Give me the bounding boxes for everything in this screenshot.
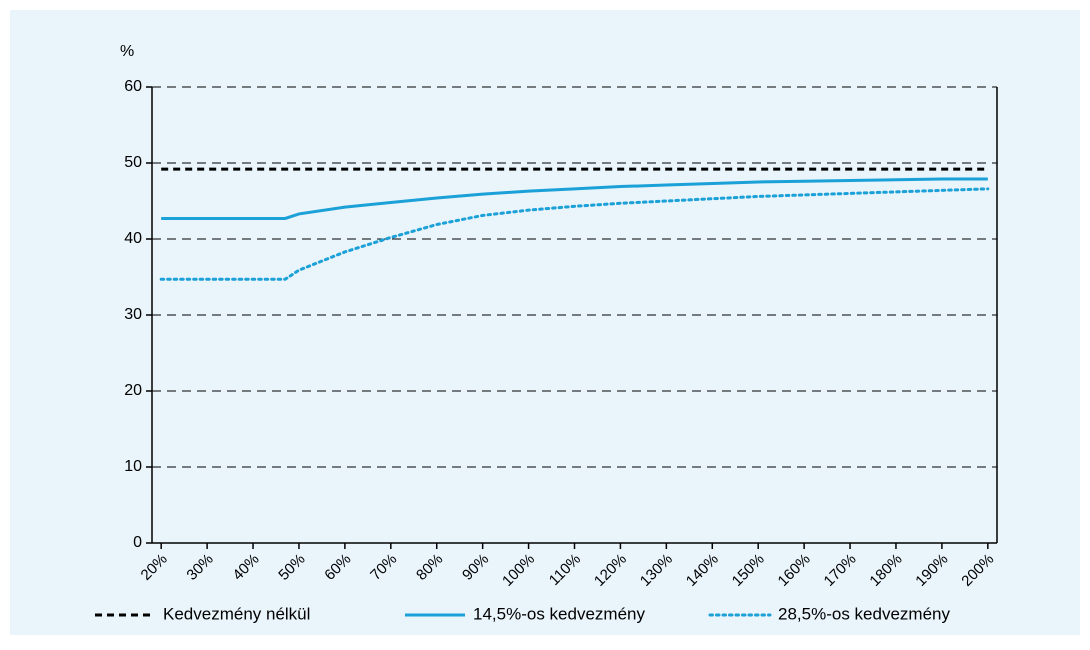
y-tick-label: 10 (124, 458, 142, 475)
series-line (161, 177, 988, 220)
legend-label: 28,5%-os kedvezmény (778, 604, 950, 623)
panel (10, 10, 1080, 635)
legend-label: Kedvezmény nélkül (163, 604, 310, 623)
y-tick-label: 20 (124, 382, 142, 399)
y-tick-label: 50 (124, 154, 142, 171)
y-axis-label: % (120, 43, 134, 60)
y-tick-label: 0 (133, 534, 142, 551)
y-tick-label: 60 (124, 78, 142, 95)
legend-label: 14,5%-os kedvezmény (473, 604, 645, 623)
y-tick-label: 30 (124, 306, 142, 323)
y-tick-label: 40 (124, 230, 142, 247)
series-line (159, 187, 990, 281)
